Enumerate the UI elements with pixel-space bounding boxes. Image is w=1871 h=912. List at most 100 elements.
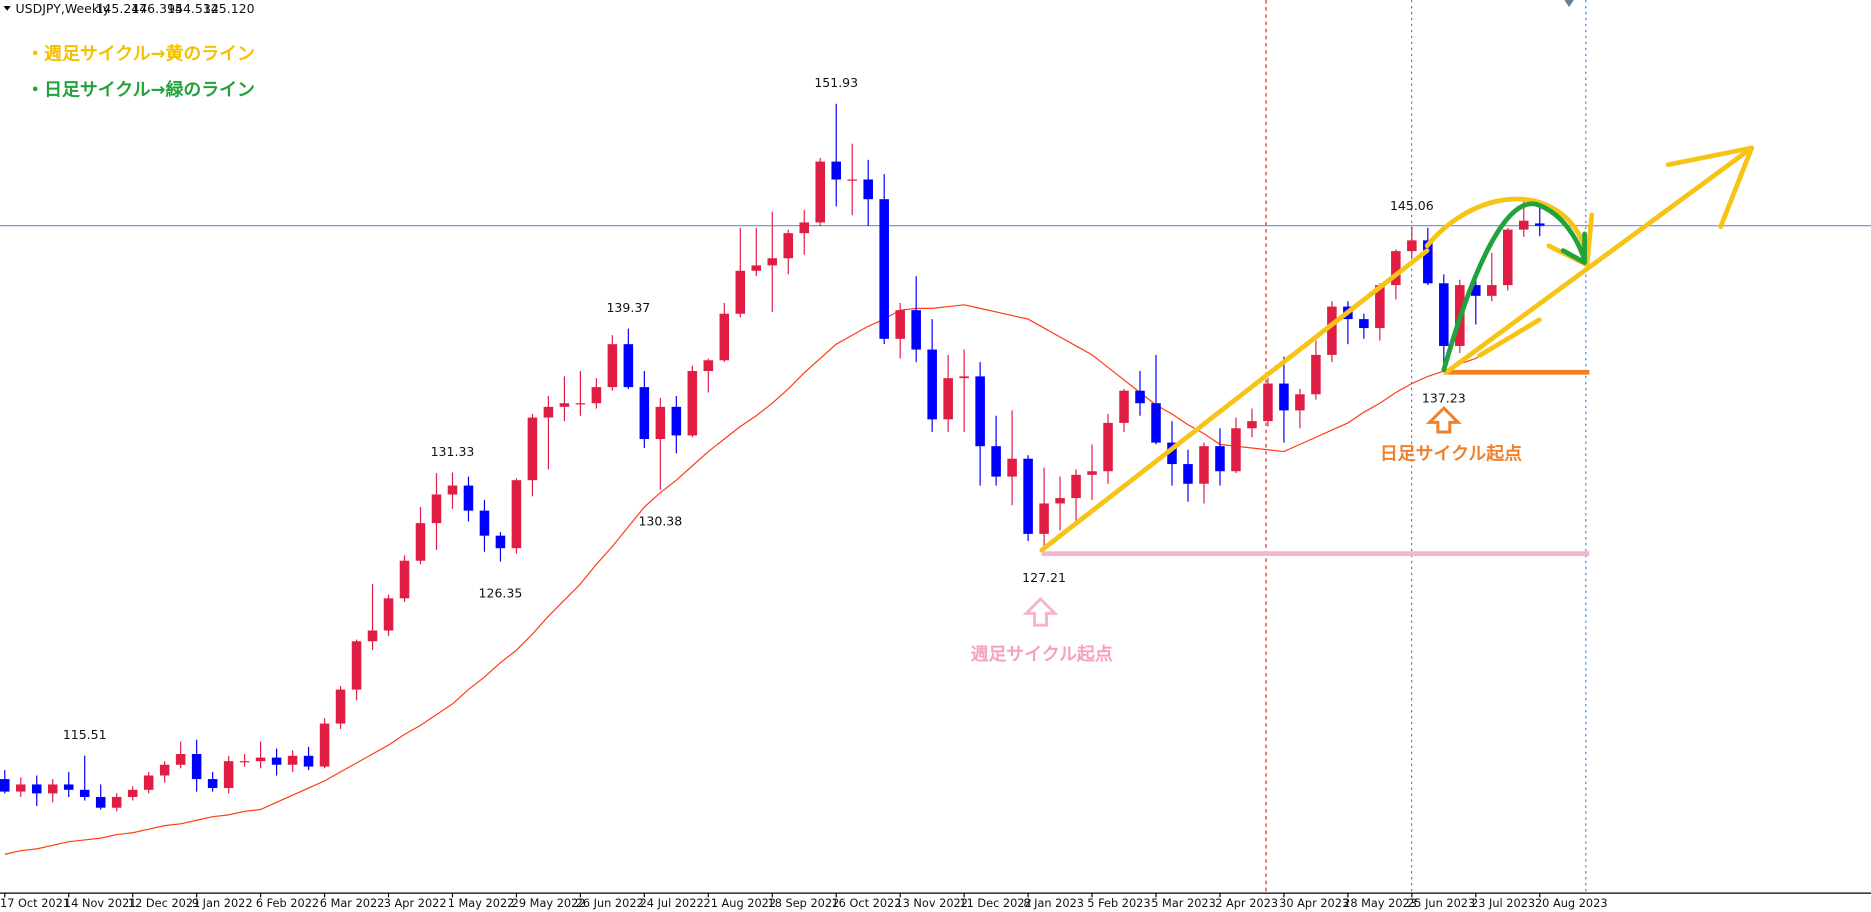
candle-body [1503, 229, 1513, 286]
candle-body [383, 598, 394, 631]
candle-body [735, 270, 746, 314]
candle-body [127, 789, 138, 797]
candle-body [927, 349, 937, 420]
ohlc: 145.120 [203, 1, 255, 16]
candle-body [1263, 383, 1273, 422]
candle-body [671, 406, 682, 436]
candle-body [847, 179, 857, 181]
candle-body [543, 406, 554, 418]
x-tick-label: 20 Aug 2023 [1535, 896, 1608, 910]
candle-body [79, 789, 90, 797]
x-tick-label: 6 Mar 2022 [320, 896, 385, 910]
x-tick-label: 5 Mar 2023 [1151, 896, 1216, 910]
candle-body [1311, 354, 1321, 395]
low-label: 137.23 [1422, 391, 1466, 406]
candle-body [1247, 421, 1257, 429]
candle-body [15, 784, 26, 792]
ohlc: 144.532 [167, 1, 219, 16]
candle-body [271, 757, 282, 765]
candle-body [191, 754, 202, 780]
candle-body [431, 494, 442, 524]
candle-body [159, 764, 170, 776]
candle-body [1407, 240, 1417, 252]
candle-body [335, 689, 346, 724]
candle-body [1471, 285, 1481, 296]
candle-body [463, 485, 474, 511]
trend-line [1443, 145, 1755, 375]
x-tick-label: 26 Jun 2022 [576, 896, 644, 910]
candle-body [1199, 446, 1209, 484]
candle-body [367, 630, 378, 642]
candle-body [319, 723, 330, 767]
menu-icon [3, 5, 11, 11]
x-tick-label: 13 Nov 2022 [895, 896, 968, 910]
legend-note: ・日足サイクル→緑のライン [26, 78, 255, 100]
candle-body [607, 344, 618, 388]
candle-body [111, 796, 122, 808]
candle-body [1119, 390, 1129, 423]
candle-body [559, 403, 570, 407]
candle-body [1087, 471, 1097, 475]
candle-body [239, 761, 250, 763]
annotation: 日足サイクル起点 [1380, 442, 1522, 464]
x-tick-label: 17 Oct 2021 [0, 896, 70, 910]
candle-body [1359, 319, 1369, 329]
x-tick-label: 30 Apr 2023 [1279, 896, 1349, 910]
candle-body [575, 403, 586, 405]
candle-body [639, 387, 650, 440]
candle-body [719, 313, 730, 361]
trend-line [1477, 317, 1542, 358]
candle-body [495, 535, 506, 549]
up-arrow-icon [1022, 596, 1059, 627]
candle-body [511, 480, 522, 549]
x-tick-label: 11 Dec 2022 [959, 896, 1031, 910]
x-tick-label: 29 May 2022 [512, 896, 586, 910]
candle-body [863, 179, 873, 200]
price-labels: 115.51 131.33 126.35 139.37 130.38 151.9… [63, 75, 1466, 742]
x-tick-label: 6 Feb 2022 [256, 896, 319, 910]
candle-body [879, 199, 889, 339]
high-label: 139.37 [606, 300, 650, 315]
arrow-head [1560, 231, 1588, 265]
x-tick-label: 28 May 2023 [1343, 896, 1417, 910]
x-tick-label: 14 Nov 2021 [64, 896, 137, 910]
candle-body [255, 757, 266, 762]
shift-marker [1564, 0, 1574, 8]
candle-body [399, 560, 410, 599]
candle-body [1215, 446, 1225, 472]
x-tick-label: 5 Feb 2023 [1087, 896, 1150, 910]
candle-body [751, 265, 762, 271]
x-tick-label: 1 May 2022 [448, 896, 515, 910]
candle-body [1039, 503, 1049, 534]
candle-body [623, 344, 634, 388]
moving-average [4, 304, 1541, 855]
x-tick-label: 23 Jul 2023 [1471, 896, 1535, 910]
candle-body [1007, 458, 1017, 477]
candle-body [47, 784, 58, 794]
candle-body [1518, 220, 1529, 230]
x-tick-label: 24 Jul 2022 [640, 896, 704, 910]
cycle-arc [1441, 201, 1588, 373]
legend-note: ・週足サイクル→黄のライン [26, 43, 255, 65]
candle-body [207, 779, 218, 789]
ohlc: 145.247 [95, 1, 147, 16]
candle-body [1071, 474, 1081, 499]
candle-body [1167, 442, 1177, 465]
ohlc: 146.395 [131, 1, 183, 16]
candle-body [799, 222, 810, 234]
candle-body [991, 446, 1001, 477]
candle-body [1375, 285, 1385, 329]
candle-body [1439, 283, 1449, 346]
candle-body [479, 510, 490, 536]
candle-body [703, 360, 714, 372]
candle-body [527, 417, 538, 481]
candle-body [223, 761, 234, 789]
x-tick-label: 21 Aug 2022 [704, 896, 777, 910]
candle-body [1055, 498, 1065, 504]
candle-body [591, 387, 602, 404]
candle-body [767, 258, 778, 266]
x-tick-label: 3 Apr 2022 [384, 896, 447, 910]
